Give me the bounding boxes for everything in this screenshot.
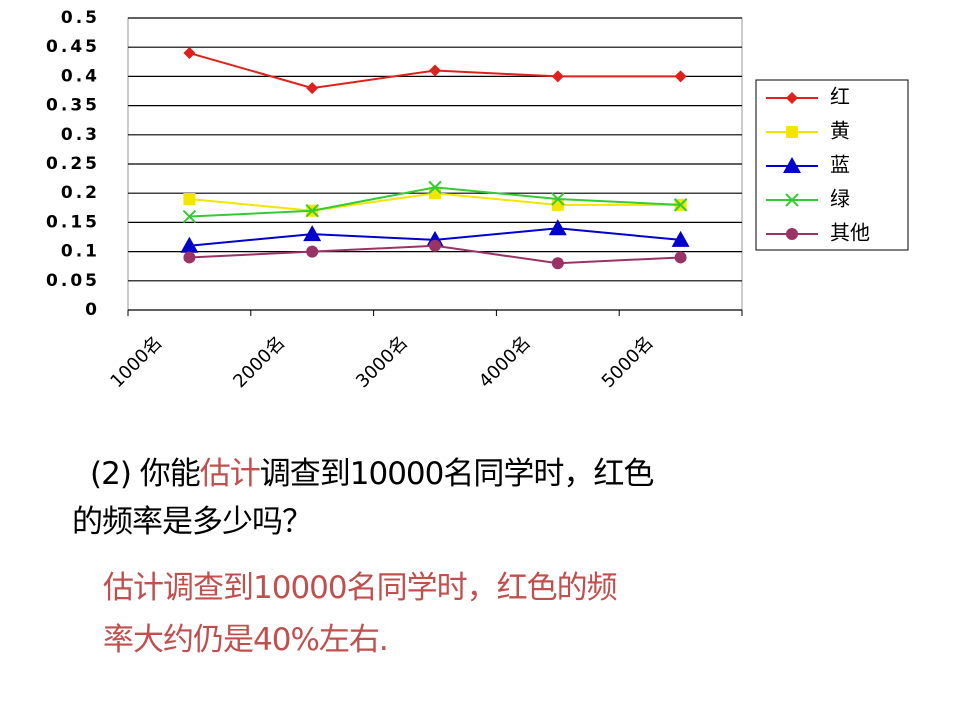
x-tick-label: 4000名	[475, 332, 535, 392]
y-tick-label: 0.1	[61, 242, 100, 262]
legend-label: 其他	[830, 221, 870, 245]
chart: 0 0.05 0.1 0.15 0.2 0.25 0.3 0.35 0.4 0.45 0.5 1000…	[46, 8, 909, 392]
y-tick-label: 0	[85, 300, 100, 320]
data-point	[674, 70, 687, 83]
legend-marker	[785, 193, 799, 207]
data-point	[180, 236, 199, 253]
data-point	[551, 192, 565, 206]
data-point	[673, 198, 688, 212]
y-tick-label: 0.2	[61, 183, 100, 203]
x-tick-label: 1000名	[106, 332, 166, 392]
question-text: 调查到10000名同学时，红色	[259, 456, 655, 492]
y-tick-label: 0.3	[61, 125, 100, 145]
data-point	[306, 82, 319, 95]
x-tick-label: 3000名	[352, 332, 412, 392]
y-tick-label: 0.5	[61, 8, 100, 28]
legend-marker	[786, 228, 798, 240]
question-text: (2) 你能	[90, 456, 201, 492]
answer-line: 率大约仍是40%左右.	[103, 622, 389, 658]
data-point	[551, 198, 564, 211]
legend-marker	[786, 126, 798, 138]
data-point	[551, 70, 564, 83]
data-point	[183, 251, 196, 264]
question-text: 的频率是多少吗？	[72, 504, 313, 540]
x-tick-label: 5000名	[598, 332, 658, 392]
y-tick-label: 0.15	[46, 212, 100, 232]
legend-label: 红	[830, 85, 850, 109]
legend-label: 绿	[830, 187, 850, 211]
legend-label: 黄	[830, 119, 850, 143]
data-point	[429, 64, 441, 77]
data-point	[305, 204, 319, 218]
legend-label: 蓝	[830, 153, 850, 177]
question-highlight: 估计	[199, 456, 261, 492]
y-tick-label: 0.45	[46, 37, 100, 57]
data-point	[671, 230, 690, 247]
legend-marker	[786, 92, 798, 104]
data-point	[183, 47, 196, 60]
y-tick-label: 0.4	[61, 66, 100, 86]
data-point	[306, 245, 319, 258]
data-point	[429, 239, 441, 252]
data-point	[548, 219, 567, 236]
data-point	[303, 225, 322, 242]
data-point	[183, 193, 196, 206]
answer-line: 估计调查到10000名同学时，红色的频	[103, 570, 618, 606]
y-tick-label: 0.35	[46, 96, 100, 116]
data-point	[674, 251, 687, 264]
question-line: (2) 你能估计调查到10000名同学时，红色	[90, 448, 655, 493]
data-point	[428, 180, 442, 195]
y-tick-label: 0.25	[46, 154, 100, 174]
x-tick-label: 2000名	[229, 332, 289, 392]
data-point	[182, 209, 197, 224]
question-line: 的频率是多少吗？	[72, 496, 313, 541]
legend-marker	[783, 157, 801, 173]
y-tick-label: 0.05	[46, 271, 100, 291]
data-point	[551, 257, 564, 270]
